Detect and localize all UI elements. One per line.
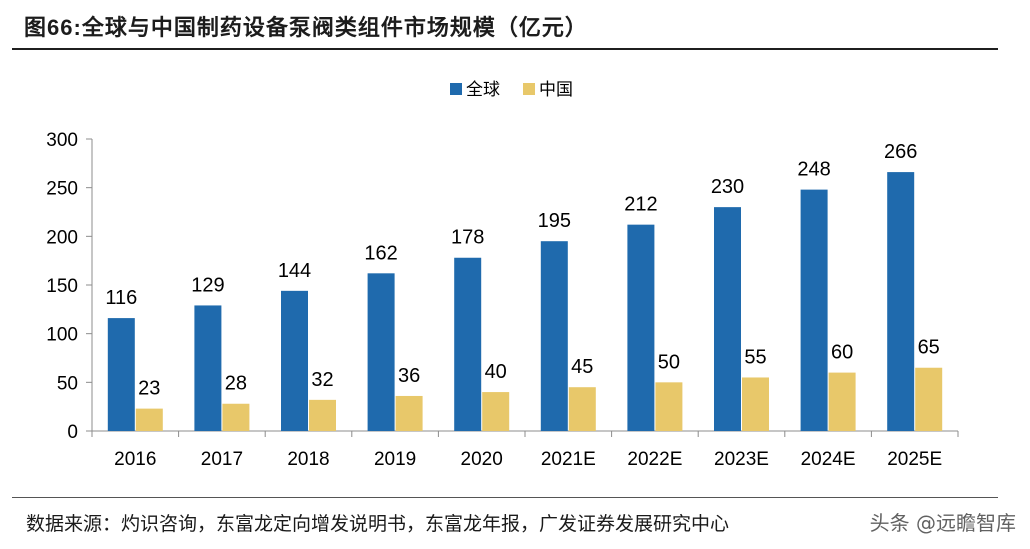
bar-china bbox=[309, 399, 336, 431]
bar-global bbox=[367, 273, 395, 431]
y-tick-label: 300 bbox=[46, 130, 78, 151]
bar-global bbox=[194, 305, 222, 431]
bar-china bbox=[568, 387, 596, 431]
chart-legend: 全球 中国 bbox=[450, 80, 573, 99]
data-label-global: 144 bbox=[278, 260, 311, 282]
figure-title: 图66:全球与中国制药设备泵阀类组件市场规模（亿元） bbox=[24, 10, 588, 42]
bar-chart: 全球 中国 0 50 100 150 200 250 300 2016 2017 2018 2019… bbox=[46, 80, 959, 470]
bar-global bbox=[800, 189, 828, 431]
watermark: 头条 @远瞻智库 bbox=[869, 511, 1016, 535]
data-label-china: 36 bbox=[398, 365, 420, 387]
data-label-global: 116 bbox=[105, 287, 137, 309]
y-tick-label: 150 bbox=[46, 276, 78, 297]
figure-title-text: 全球与中国制药设备泵阀类组件市场规模（亿元） bbox=[81, 16, 588, 41]
x-tick-label: 2025E bbox=[887, 449, 942, 470]
legend-swatch-global bbox=[450, 83, 462, 95]
title-divider bbox=[12, 48, 998, 50]
data-label-global: 129 bbox=[191, 274, 224, 296]
data-labels-layer: 116 23 129 28 144 32 162 36 178 40 195 45 212 50 230 55… bbox=[105, 141, 939, 400]
data-label-global: 195 bbox=[538, 210, 571, 232]
bar-global bbox=[887, 172, 915, 431]
x-tick-label: 2017 bbox=[201, 449, 243, 470]
x-tick-label: 2016 bbox=[114, 449, 156, 470]
bar-china bbox=[742, 377, 769, 431]
x-tick-label: 2024E bbox=[801, 449, 856, 470]
source-divider bbox=[12, 497, 998, 498]
legend-label-china: 中国 bbox=[539, 80, 573, 99]
data-label-global: 230 bbox=[711, 176, 744, 198]
data-label-china: 65 bbox=[918, 337, 940, 359]
bar-global bbox=[107, 318, 135, 431]
y-tick-label: 250 bbox=[46, 179, 78, 200]
figure-label: 图66: bbox=[24, 15, 82, 40]
bar-china bbox=[655, 382, 683, 431]
data-label-global: 162 bbox=[364, 242, 397, 264]
bar-china bbox=[395, 395, 423, 431]
bar-global bbox=[281, 290, 308, 431]
data-label-global: 212 bbox=[624, 194, 657, 216]
y-tick-label: 50 bbox=[57, 373, 78, 394]
data-label-china: 32 bbox=[311, 369, 333, 391]
legend-swatch-china bbox=[523, 83, 535, 95]
data-label-global: 266 bbox=[884, 141, 917, 163]
bars-layer bbox=[107, 172, 943, 431]
bar-china bbox=[915, 367, 943, 431]
bar-china bbox=[482, 392, 510, 431]
y-axis: 0 50 100 150 200 250 300 bbox=[46, 130, 93, 443]
bar-global bbox=[714, 207, 741, 431]
data-label-china: 50 bbox=[658, 351, 680, 373]
x-tick-label: 2022E bbox=[627, 449, 682, 470]
y-tick-label: 200 bbox=[46, 227, 78, 248]
bar-global bbox=[627, 224, 655, 431]
x-tick-label: 2019 bbox=[374, 449, 416, 470]
bar-global bbox=[540, 241, 568, 431]
data-label-china: 60 bbox=[831, 342, 853, 364]
bar-global bbox=[454, 257, 482, 431]
legend-label-global: 全球 bbox=[466, 80, 500, 99]
data-label-china: 55 bbox=[744, 346, 766, 368]
source-note: 数据来源：灼识咨询，东富龙定向增发说明书，东富龙年报，广发证券发展研究中心 bbox=[26, 513, 730, 535]
x-tick-label: 2020 bbox=[461, 449, 503, 470]
bar-china bbox=[828, 372, 856, 431]
data-label-china: 28 bbox=[225, 373, 247, 395]
bar-china bbox=[135, 408, 163, 431]
data-label-global: 178 bbox=[451, 227, 484, 249]
x-axis: 2016 2017 2018 2019 2020 2021E 2022E 2023E 2024E… bbox=[91, 430, 959, 470]
data-label-china: 23 bbox=[138, 378, 160, 400]
data-label-china: 45 bbox=[571, 356, 593, 378]
y-tick-label: 100 bbox=[46, 325, 78, 346]
y-tick-label: 0 bbox=[67, 422, 78, 443]
bar-china bbox=[222, 403, 250, 431]
data-label-global: 248 bbox=[797, 159, 830, 181]
x-tick-label: 2023E bbox=[714, 449, 769, 470]
x-tick-label: 2021E bbox=[541, 449, 596, 470]
data-label-china: 40 bbox=[485, 361, 507, 383]
x-tick-label: 2018 bbox=[287, 449, 329, 470]
